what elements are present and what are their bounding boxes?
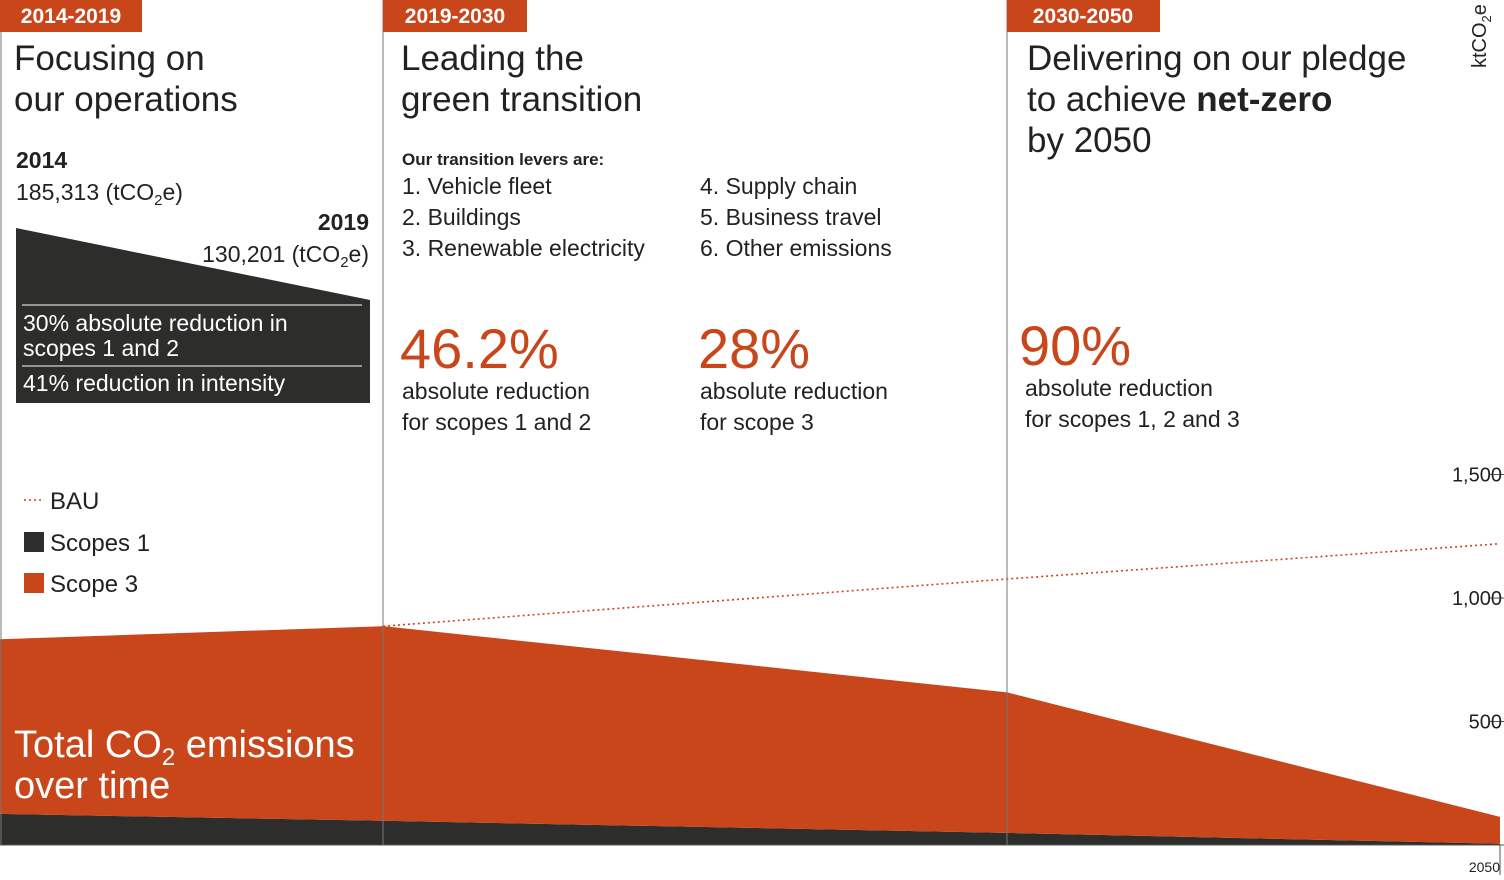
- emission-value: 185,313 (tCO2e): [16, 179, 183, 209]
- reduction-wedge: [16, 228, 370, 403]
- lever: 4. Supply chain: [700, 173, 857, 199]
- phase-tag: 2019-2030: [405, 5, 505, 28]
- phase-title: to achieve net-zero: [1027, 80, 1332, 119]
- phase-title: green transition: [401, 80, 642, 119]
- target-text: for scope 3: [700, 409, 814, 435]
- title-part: Total CO: [14, 724, 162, 766]
- year: 2014: [16, 147, 67, 173]
- chart-title: Total CO2 emissions: [14, 724, 355, 771]
- year: 2019: [318, 209, 369, 235]
- note: scopes 1 and 2: [23, 335, 179, 361]
- subscript: 2: [154, 192, 162, 209]
- lever: 2. Buildings: [402, 204, 521, 230]
- subscript: 2: [162, 744, 175, 771]
- y-tick-label: 1,000: [1452, 588, 1502, 610]
- tag-box: [0, 0, 142, 32]
- phase-title: our operations: [14, 80, 238, 119]
- value-part: e): [162, 179, 182, 205]
- legend-label: Scope 3: [50, 571, 138, 598]
- phase-tag: 2030-2050: [1033, 5, 1133, 28]
- legend-swatch: [24, 573, 44, 593]
- subscript: 2: [1479, 15, 1494, 22]
- legend-label: BAU: [50, 488, 99, 515]
- title-part: emissions: [175, 724, 355, 766]
- y-tick-label: 1,500: [1452, 465, 1502, 487]
- tag-box: [383, 0, 527, 32]
- x-tick-label: 2050: [1469, 859, 1500, 875]
- target-text: for scopes 1 and 2: [402, 409, 591, 435]
- phase-title: Leading the: [401, 39, 584, 78]
- value-part: 130,201 (tCO: [202, 241, 340, 267]
- target-value: 46.2%: [400, 317, 559, 380]
- target-text: for scopes 1, 2 and 3: [1025, 406, 1240, 432]
- chart-title: over time: [14, 765, 170, 807]
- phase-title: Delivering on our pledge: [1027, 39, 1406, 78]
- title-emphasis: net-zero: [1196, 80, 1332, 119]
- target-text: absolute reduction: [700, 378, 888, 404]
- value-part: e): [349, 241, 369, 267]
- legend: BAU Scopes 1 Scope 3: [24, 488, 150, 598]
- area: [0, 626, 1500, 844]
- levers-heading: Our transition levers are:: [402, 150, 604, 169]
- note: 41% reduction in intensity: [23, 370, 286, 396]
- phase-title: Focusing on: [14, 39, 205, 78]
- chart-area: 500 1,000 1,500 2050: [0, 465, 1504, 875]
- emission-value: 130,201 (tCO2e): [202, 241, 369, 271]
- phase-title: by 2050: [1027, 121, 1152, 160]
- subscript: 2: [340, 254, 348, 271]
- lever: 5. Business travel: [700, 204, 882, 230]
- area: [0, 813, 1500, 845]
- target-value: 90%: [1019, 314, 1131, 377]
- tag-box: [1007, 0, 1160, 32]
- lever: 1. Vehicle fleet: [402, 173, 552, 199]
- y-tick-label: 500: [1469, 712, 1502, 734]
- y-axis-label: ktCO2e: [1469, 4, 1494, 68]
- target-text: absolute reduction: [1025, 375, 1213, 401]
- target-value: 28%: [698, 317, 810, 380]
- target-text: absolute reduction: [402, 378, 590, 404]
- label-part: e: [1469, 4, 1491, 15]
- legend-label: Scopes 1: [50, 530, 150, 557]
- bau-line: [382, 542, 1501, 627]
- value-part: 185,313 (tCO: [16, 179, 154, 205]
- lever: 6. Other emissions: [700, 235, 892, 261]
- legend-swatch: [24, 532, 44, 552]
- note: 30% absolute reduction in: [23, 310, 288, 336]
- label-part: ktCO: [1469, 22, 1491, 68]
- title-part: to achieve: [1027, 80, 1196, 119]
- phase-tag: 2014-2019: [21, 5, 121, 28]
- lever: 3. Renewable electricity: [402, 235, 645, 261]
